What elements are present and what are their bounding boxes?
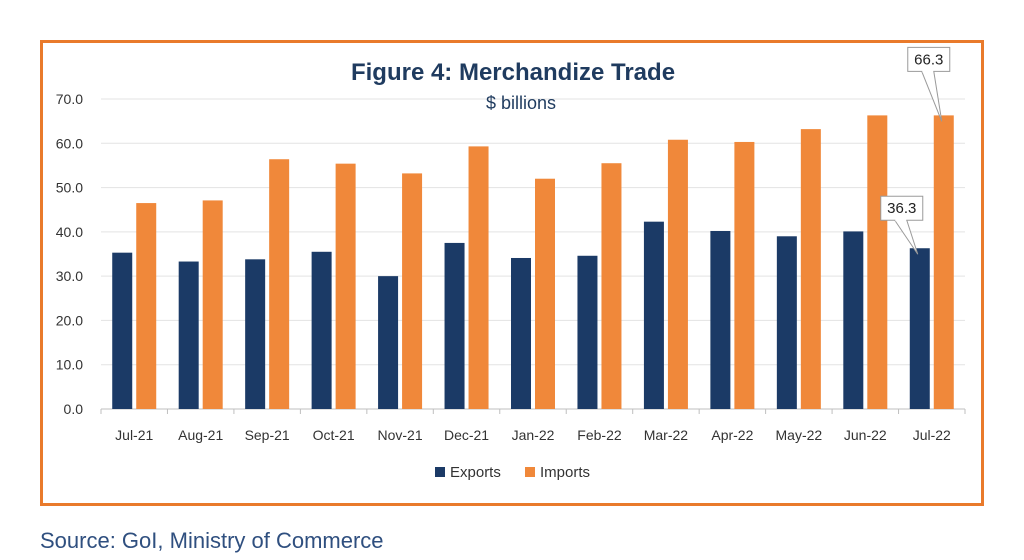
x-tick-label: Mar-22 — [644, 427, 689, 443]
bar-exports-jul-21 — [112, 252, 133, 409]
y-tick-label: 30.0 — [56, 268, 83, 284]
legend-swatch-imports — [525, 467, 535, 477]
callout-label: 66.3 — [914, 51, 943, 68]
y-tick-label: 60.0 — [56, 135, 83, 151]
bar-exports-jul-22 — [909, 248, 930, 409]
y-tick-label: 20.0 — [56, 312, 83, 328]
trade-bar-chart: 0.0 10.0 20.0 30.0 40.0 50.0 60.0 70.0 Jul-21 Au… — [56, 46, 966, 481]
bar-imports-feb-22 — [601, 163, 622, 409]
callout-pointer — [921, 70, 943, 122]
bar-imports-jul-22 — [933, 115, 954, 409]
bar-exports-may-22 — [776, 236, 797, 409]
bar-exports-sep-21 — [245, 259, 266, 409]
bar-imports-jun-22 — [867, 115, 888, 409]
x-tick-label: Oct-21 — [313, 427, 355, 443]
bar-exports-feb-22 — [577, 255, 598, 409]
callout-box — [880, 195, 924, 221]
x-tick-label: Aug-21 — [178, 427, 223, 443]
bar-imports-sep-21 — [269, 159, 290, 409]
bar-exports-apr-22 — [710, 230, 731, 409]
bar-exports-nov-21 — [378, 276, 399, 409]
x-tick-label: Jul-22 — [913, 427, 951, 443]
x-tick-label: Nov-21 — [378, 427, 423, 443]
bar-imports-mar-22 — [667, 139, 688, 409]
legend-label-exports: Exports — [450, 464, 501, 481]
y-tick-label: 70.0 — [56, 91, 83, 107]
x-tick-label: Jun-22 — [844, 427, 887, 443]
annotations: 66.3 36.3 — [880, 46, 951, 255]
bar-imports-may-22 — [800, 129, 821, 409]
bar-exports-aug-21 — [178, 261, 199, 409]
legend-swatch-exports — [435, 467, 445, 477]
callout-imports: 66.3 — [907, 46, 951, 122]
legend: Exports Imports — [435, 464, 590, 481]
bar-imports-nov-21 — [402, 173, 423, 409]
bar-exports-mar-22 — [643, 221, 664, 409]
y-axis-ticks: 0.0 10.0 20.0 30.0 40.0 50.0 60.0 70.0 — [56, 91, 83, 417]
x-tick-label: May-22 — [776, 427, 823, 443]
bar-exports-jun-22 — [843, 231, 864, 409]
bar-exports-dec-21 — [444, 242, 465, 409]
callout-label: 36.3 — [887, 200, 916, 217]
source-note: Source: GoI, Ministry of Commerce — [40, 528, 384, 553]
x-tick-label: Jan-22 — [512, 427, 555, 443]
x-axis-ticks: Jul-21 Aug-21 Sep-21 Oct-21 Nov-21 Dec-21 Jan-… — [100, 409, 966, 443]
chart-title: Figure 4: Merchandize Trade — [351, 59, 675, 86]
y-tick-label: 10.0 — [56, 357, 83, 373]
bar-imports-jul-21 — [136, 203, 157, 409]
bar-imports-dec-21 — [468, 146, 489, 409]
x-tick-label: Jul-21 — [115, 427, 153, 443]
bar-imports-oct-21 — [335, 163, 356, 409]
x-tick-label: Dec-21 — [444, 427, 489, 443]
callout-exports: 36.3 — [880, 195, 924, 255]
x-tick-label: Sep-21 — [245, 427, 290, 443]
x-tick-label: Feb-22 — [577, 427, 622, 443]
chart-subtitle: $ billions — [486, 93, 556, 113]
bar-imports-jan-22 — [535, 178, 555, 409]
chart-frame: 0.0 10.0 20.0 30.0 40.0 50.0 60.0 70.0 Jul-21 Au… — [40, 40, 984, 506]
legend-label-imports: Imports — [540, 464, 590, 481]
bar-exports-jan-22 — [511, 257, 531, 409]
bar-imports-aug-21 — [202, 200, 223, 409]
gridlines — [101, 98, 965, 410]
bars — [112, 115, 954, 409]
bar-exports-oct-21 — [311, 251, 332, 409]
y-tick-label: 0.0 — [64, 401, 84, 417]
callout-pointer — [893, 219, 919, 255]
x-tick-label: Apr-22 — [711, 427, 753, 443]
y-tick-label: 40.0 — [56, 224, 83, 240]
y-tick-label: 50.0 — [56, 180, 83, 196]
bar-imports-apr-22 — [734, 141, 755, 409]
